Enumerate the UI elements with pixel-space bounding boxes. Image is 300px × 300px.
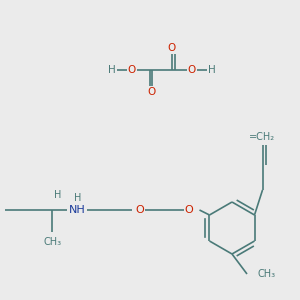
Text: H: H: [54, 190, 61, 200]
Text: H: H: [208, 65, 216, 75]
Text: H: H: [108, 65, 116, 75]
Text: O: O: [168, 43, 176, 53]
Text: NH: NH: [69, 205, 86, 215]
Text: O: O: [128, 65, 136, 75]
Text: O: O: [185, 205, 194, 215]
Text: CH₃: CH₃: [44, 237, 62, 247]
Text: =CH₂: =CH₂: [250, 132, 276, 142]
Text: O: O: [188, 65, 196, 75]
Text: H: H: [74, 193, 81, 203]
Text: O: O: [135, 205, 144, 215]
Text: CH₃: CH₃: [257, 269, 275, 279]
Text: O: O: [148, 87, 156, 97]
